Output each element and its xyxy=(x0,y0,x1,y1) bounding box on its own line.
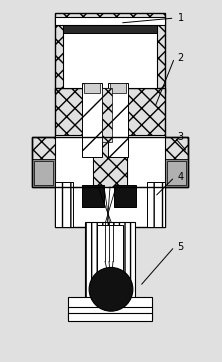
Bar xyxy=(167,161,186,185)
Text: 3: 3 xyxy=(178,132,184,142)
Bar xyxy=(32,159,55,187)
Bar xyxy=(68,297,152,309)
Bar xyxy=(63,23,157,88)
Bar xyxy=(55,182,73,227)
Bar xyxy=(55,182,165,227)
Bar xyxy=(55,17,165,25)
Bar xyxy=(32,137,188,187)
Bar xyxy=(97,225,123,296)
Bar xyxy=(68,307,152,319)
Text: 5: 5 xyxy=(178,241,184,252)
Bar xyxy=(85,222,135,301)
Bar xyxy=(147,182,165,227)
Text: 4: 4 xyxy=(178,172,184,182)
Bar xyxy=(93,141,127,187)
Bar xyxy=(110,83,126,93)
Bar xyxy=(114,185,136,207)
Bar xyxy=(84,83,100,93)
Text: 2: 2 xyxy=(178,53,184,63)
Text: 1: 1 xyxy=(178,13,184,23)
Bar xyxy=(55,13,165,93)
Bar xyxy=(34,161,53,185)
Bar xyxy=(82,83,102,157)
Bar xyxy=(55,88,165,167)
Bar xyxy=(68,313,152,321)
Bar xyxy=(55,135,93,187)
Bar xyxy=(32,137,188,187)
Bar xyxy=(82,185,104,207)
Bar xyxy=(108,83,128,157)
Circle shape xyxy=(89,268,133,311)
Bar xyxy=(102,88,112,142)
Bar xyxy=(127,135,165,187)
Bar xyxy=(63,25,157,33)
Bar xyxy=(165,159,188,187)
